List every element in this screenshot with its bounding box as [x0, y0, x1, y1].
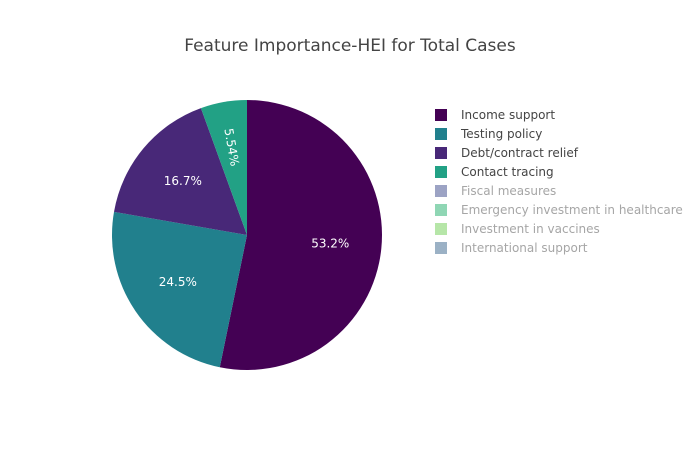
slice-label-0: 53.2% [311, 236, 349, 250]
legend-swatch-4 [435, 185, 447, 197]
legend-swatch-6 [435, 223, 447, 235]
legend-item-0[interactable]: Income support [435, 108, 555, 122]
legend-label-0: Income support [461, 108, 555, 122]
legend-label-7: International support [461, 241, 588, 255]
legend-label-4: Fiscal measures [461, 184, 556, 198]
pie-slice-0[interactable] [219, 100, 382, 370]
pie-slice-3[interactable] [200, 100, 247, 235]
legend-item-1[interactable]: Testing policy [435, 127, 542, 141]
legend-swatch-3 [435, 166, 447, 178]
slice-label-1: 24.5% [159, 275, 197, 289]
legend-swatch-2 [435, 147, 447, 159]
legend-item-7[interactable]: International support [435, 241, 588, 255]
pie-slices [112, 100, 382, 370]
legend-swatch-0 [435, 109, 447, 121]
slice-label-3: 5.54% [221, 127, 241, 167]
legend-swatch-1 [435, 128, 447, 140]
pie-slice-1[interactable] [112, 211, 247, 368]
slice-label-2: 16.7% [164, 174, 202, 188]
legend-item-6[interactable]: Investment in vaccines [435, 222, 600, 236]
legend-label-3: Contact tracing [461, 165, 554, 179]
pie-slice-2[interactable] [114, 108, 247, 235]
legend-label-6: Investment in vaccines [461, 222, 600, 236]
legend-item-2[interactable]: Debt/contract relief [435, 146, 579, 160]
chart-title: Feature Importance-HEI for Total Cases [184, 36, 516, 56]
legend-swatch-5 [435, 204, 447, 216]
legend-item-4[interactable]: Fiscal measures [435, 184, 556, 198]
legend-swatch-7 [435, 242, 447, 254]
legend-label-2: Debt/contract relief [461, 146, 579, 160]
legend: Income support Testing policy Debt/contrac… [435, 108, 683, 255]
legend-item-3[interactable]: Contact tracing [435, 165, 554, 179]
pie-slice-labels: 53.2% 24.5% 16.7% 5.54% [159, 127, 350, 289]
legend-item-5[interactable]: Emergency investment in healthcare [435, 203, 683, 217]
legend-label-1: Testing policy [460, 127, 542, 141]
legend-label-5: Emergency investment in healthcare [461, 203, 683, 217]
